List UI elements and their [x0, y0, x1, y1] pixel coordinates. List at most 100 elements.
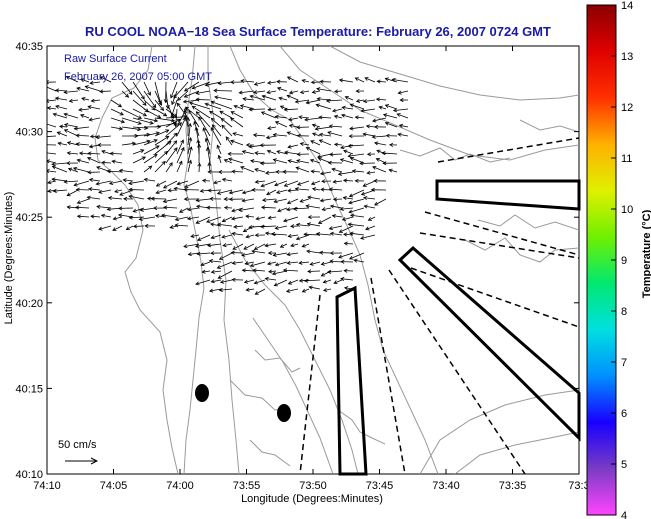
current-arrowhead: [188, 159, 193, 164]
current-arrow: [64, 129, 79, 137]
current-arrow: [154, 108, 167, 117]
current-arrowhead: [314, 126, 319, 131]
current-arrowhead: [261, 197, 267, 203]
current-arrowhead: [153, 118, 159, 123]
current-arrowhead: [75, 205, 80, 210]
current-arrowhead: [125, 93, 130, 98]
current-arrow: [57, 131, 68, 137]
current-arrowhead: [87, 170, 92, 175]
current-arrow: [225, 136, 233, 146]
current-arrowhead: [112, 216, 117, 221]
current-arrowhead: [241, 149, 247, 154]
current-arrowhead: [268, 269, 273, 274]
current-arrow: [287, 189, 299, 192]
current-arrow: [209, 288, 222, 292]
current-arrowhead: [243, 246, 248, 250]
current-arrowhead: [204, 82, 209, 87]
current-arrowhead: [310, 80, 315, 85]
current-arrow: [287, 198, 299, 204]
current-arrowhead: [204, 137, 209, 142]
current-arrow: [58, 142, 68, 146]
current-arrowhead: [381, 151, 386, 156]
current-arrow: [53, 113, 68, 119]
current-arrowhead: [320, 261, 325, 266]
current-arrowhead: [152, 103, 157, 109]
current-arrowhead: [317, 157, 322, 162]
current-arrow: [333, 279, 343, 284]
current-arrow: [132, 117, 154, 124]
current-arrow: [217, 189, 233, 195]
current-arrowhead: [265, 170, 270, 175]
current-arrow: [59, 125, 68, 128]
current-arrow: [273, 159, 288, 164]
current-arrowhead: [188, 101, 194, 106]
current-arrow: [331, 168, 343, 173]
current-arrow: [349, 126, 365, 130]
current-arrowhead: [217, 275, 222, 279]
current-arrowhead: [66, 141, 72, 146]
current-arrow: [184, 180, 200, 188]
current-arrowhead: [184, 106, 190, 111]
current-arrowhead: [146, 139, 151, 144]
y-tick-label: 40:20: [15, 298, 43, 310]
current-arrowhead: [89, 134, 94, 139]
current-arrow: [143, 81, 151, 96]
current-arrowhead: [182, 117, 187, 122]
current-arrowhead: [347, 222, 352, 227]
current-arrowhead: [176, 181, 181, 186]
colorbar-tick-label: 14: [621, 0, 633, 12]
current-arrowhead: [389, 142, 394, 147]
current-arrow: [342, 216, 354, 221]
current-arrowhead: [132, 208, 137, 213]
current-arrowhead: [397, 90, 402, 95]
current-arrowhead: [47, 80, 49, 85]
current-arrow: [250, 95, 266, 101]
dashed-boundary: [370, 277, 406, 475]
current-arrow: [338, 252, 354, 258]
current-arrow: [126, 225, 134, 230]
current-arrowhead: [254, 291, 259, 295]
current-arrowhead: [208, 259, 214, 264]
current-arrow: [398, 133, 409, 137]
current-arrow: [363, 197, 376, 200]
current-arrowhead: [322, 287, 328, 292]
current-arrow: [197, 252, 211, 255]
current-arrowhead: [310, 181, 316, 186]
current-arrow: [348, 153, 365, 157]
current-arrow: [398, 90, 409, 94]
current-arrowhead: [396, 113, 401, 117]
current-arrowhead: [210, 279, 215, 284]
current-arrow: [368, 216, 376, 221]
current-arrow: [121, 142, 136, 146]
current-arrow: [211, 270, 222, 273]
chart-title: RU COOL NOAA−18 Sea Surface Temperature:…: [85, 24, 551, 39]
current-arrow: [322, 207, 332, 211]
current-arrowhead: [254, 233, 259, 238]
current-arrow: [361, 108, 376, 112]
current-arrow: [273, 252, 288, 256]
current-arrow: [100, 76, 112, 83]
current-arrow: [196, 198, 211, 201]
current-arrow: [277, 87, 288, 92]
current-arrowhead: [140, 95, 145, 100]
current-arrow: [320, 198, 332, 202]
current-arrow: [326, 99, 343, 102]
current-arrow: [295, 167, 310, 173]
current-arrowhead: [366, 170, 371, 175]
current-arrowhead: [218, 256, 224, 260]
current-arrowhead: [376, 149, 381, 154]
current-arrow: [223, 243, 233, 247]
current-arrowhead: [173, 132, 178, 137]
current-arrow: [241, 252, 255, 256]
y-tick-label: 40:30: [15, 127, 43, 139]
current-arrow: [110, 152, 123, 155]
current-arrowhead: [253, 81, 259, 86]
current-arrow: [79, 152, 90, 155]
current-arrowhead: [260, 205, 266, 210]
current-arrowhead: [266, 191, 271, 196]
current-arrow: [231, 111, 244, 119]
current-arrowhead: [51, 162, 56, 167]
current-arrowhead: [248, 225, 253, 230]
current-arrow: [311, 180, 321, 185]
current-arrowhead: [96, 204, 101, 209]
